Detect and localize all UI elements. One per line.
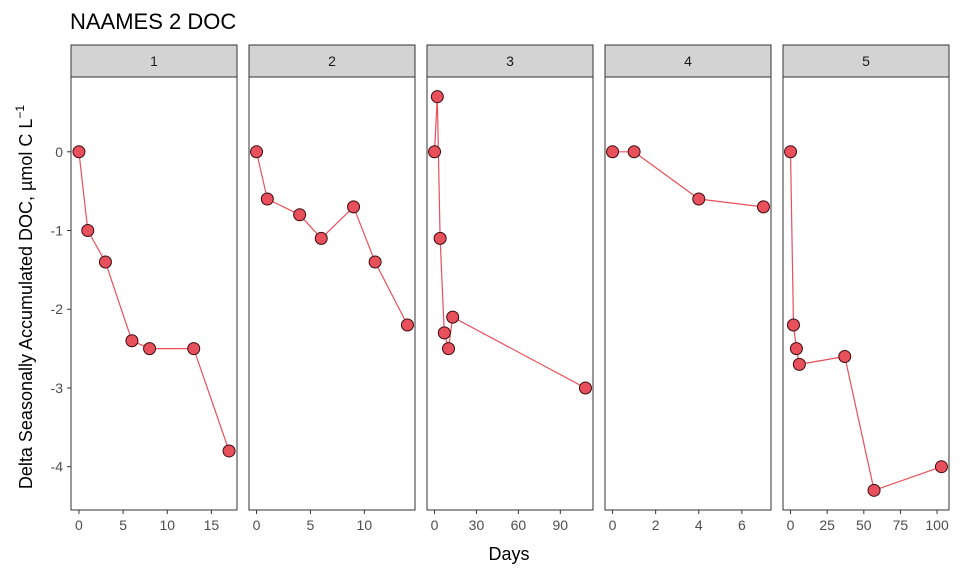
data-point bbox=[789, 342, 803, 356]
x-tick-label: 0 bbox=[253, 517, 261, 533]
data-point bbox=[260, 192, 274, 206]
x-tick-label: 15 bbox=[204, 517, 220, 533]
y-tick-label: -4 bbox=[51, 459, 64, 475]
facet-1: 10 5 10 150-1-2-3-4 bbox=[51, 44, 238, 533]
x-tick-label: 10 bbox=[159, 517, 175, 533]
data-point bbox=[428, 145, 442, 159]
data-point bbox=[442, 342, 456, 356]
facet-strip bbox=[604, 44, 772, 78]
facet-3: 30 30 60 90 bbox=[426, 44, 594, 533]
y-tick-label: -1 bbox=[51, 223, 64, 239]
x-tick-label: 0 bbox=[609, 517, 617, 533]
facet-panel bbox=[604, 76, 772, 511]
x-tick-label: 6 bbox=[738, 517, 746, 533]
x-axis-title: Days bbox=[488, 544, 529, 564]
data-point bbox=[400, 318, 414, 332]
x-tick-label: 5 bbox=[307, 517, 315, 533]
x-tick-label: 75 bbox=[893, 517, 909, 533]
data-point bbox=[433, 231, 447, 245]
data-point bbox=[98, 255, 112, 269]
y-tick-label: -3 bbox=[51, 380, 64, 396]
data-point bbox=[867, 483, 881, 497]
data-point bbox=[125, 334, 139, 348]
data-point bbox=[934, 460, 948, 474]
x-tick-label: 4 bbox=[695, 517, 703, 533]
data-point bbox=[368, 255, 382, 269]
data-point bbox=[838, 349, 852, 363]
data-point bbox=[756, 200, 770, 214]
x-tick-label: 100 bbox=[925, 517, 949, 533]
data-point bbox=[72, 145, 86, 159]
data-point bbox=[692, 192, 706, 206]
facet-strip bbox=[248, 44, 416, 78]
series-line bbox=[612, 151, 764, 208]
data-point bbox=[578, 381, 592, 395]
x-tick-label: 60 bbox=[511, 517, 527, 533]
facet-strip bbox=[70, 44, 238, 78]
chart-title: NAAMES 2 DOC bbox=[70, 9, 236, 34]
data-point bbox=[784, 145, 798, 159]
data-point bbox=[314, 231, 328, 245]
y-axis-title-superscript: −1 bbox=[13, 105, 27, 119]
x-tick-label: 50 bbox=[856, 517, 872, 533]
data-point bbox=[187, 342, 201, 356]
facet-panel bbox=[782, 76, 950, 511]
y-tick-label: 0 bbox=[55, 144, 63, 160]
data-point bbox=[786, 318, 800, 332]
x-tick-label: 90 bbox=[553, 517, 569, 533]
facet-strip-label: 4 bbox=[684, 53, 692, 69]
x-tick-label: 2 bbox=[652, 517, 660, 533]
data-point bbox=[792, 357, 806, 371]
x-tick-label: 30 bbox=[469, 517, 485, 533]
data-point bbox=[81, 224, 95, 238]
facet-5: 50 25 50 75 100 bbox=[782, 44, 950, 533]
facet-strip bbox=[782, 44, 950, 78]
facet-strip-label: 5 bbox=[862, 53, 870, 69]
x-tick-label: 0 bbox=[431, 517, 439, 533]
facet-strip-label: 1 bbox=[150, 53, 158, 69]
data-point bbox=[437, 326, 451, 340]
x-tick-label: 25 bbox=[819, 517, 835, 533]
x-tick-label: 5 bbox=[119, 517, 127, 533]
y-tick-label: -2 bbox=[51, 301, 64, 317]
facet-strip bbox=[426, 44, 594, 78]
x-tick-label: 0 bbox=[75, 517, 83, 533]
data-point bbox=[606, 145, 620, 159]
facet-panel bbox=[248, 76, 416, 511]
facet-4: 4 0 2 4 6 bbox=[604, 44, 772, 533]
data-point bbox=[293, 208, 307, 222]
data-point bbox=[250, 145, 264, 159]
facet-2: 2 0 5 10 bbox=[248, 44, 416, 533]
facet-panel bbox=[70, 76, 238, 511]
x-tick-label: 0 bbox=[787, 517, 795, 533]
data-point bbox=[347, 200, 361, 214]
y-axis-title-main: Delta Seasonally Accumulated DOC, µmol C… bbox=[16, 119, 36, 490]
data-point bbox=[446, 310, 460, 324]
x-tick-label: 10 bbox=[357, 517, 373, 533]
facet-panel bbox=[426, 76, 594, 511]
facet-strip-label: 2 bbox=[328, 53, 336, 69]
data-point bbox=[627, 145, 641, 159]
y-axis-title: Delta Seasonally Accumulated DOC, µmol C… bbox=[13, 105, 36, 490]
data-point bbox=[143, 342, 157, 356]
data-point bbox=[222, 444, 236, 458]
facet-strip-label: 3 bbox=[506, 53, 514, 69]
data-point bbox=[430, 90, 444, 104]
